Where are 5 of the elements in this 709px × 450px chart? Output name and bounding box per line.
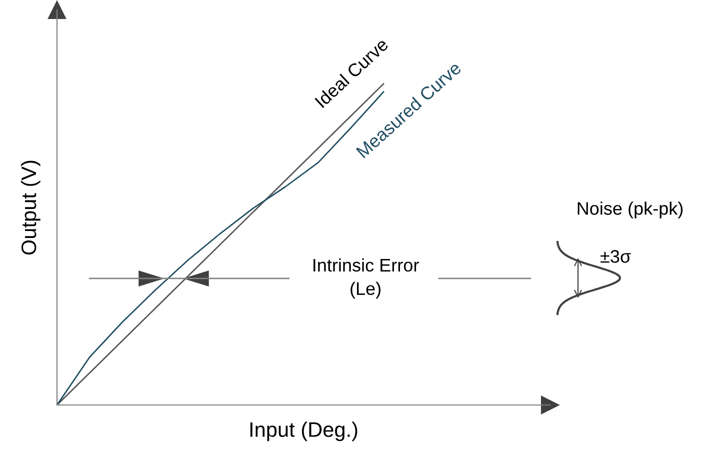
ref-line-label: Intrinsic Error (Le): [314, 258, 419, 299]
y-axis-title: Output (V): [20, 160, 40, 255]
text: ±3σ: [600, 250, 631, 263]
x-axis-title: Input (Deg.): [250, 422, 358, 442]
text: Noise (pk-pk): [578, 202, 683, 218]
